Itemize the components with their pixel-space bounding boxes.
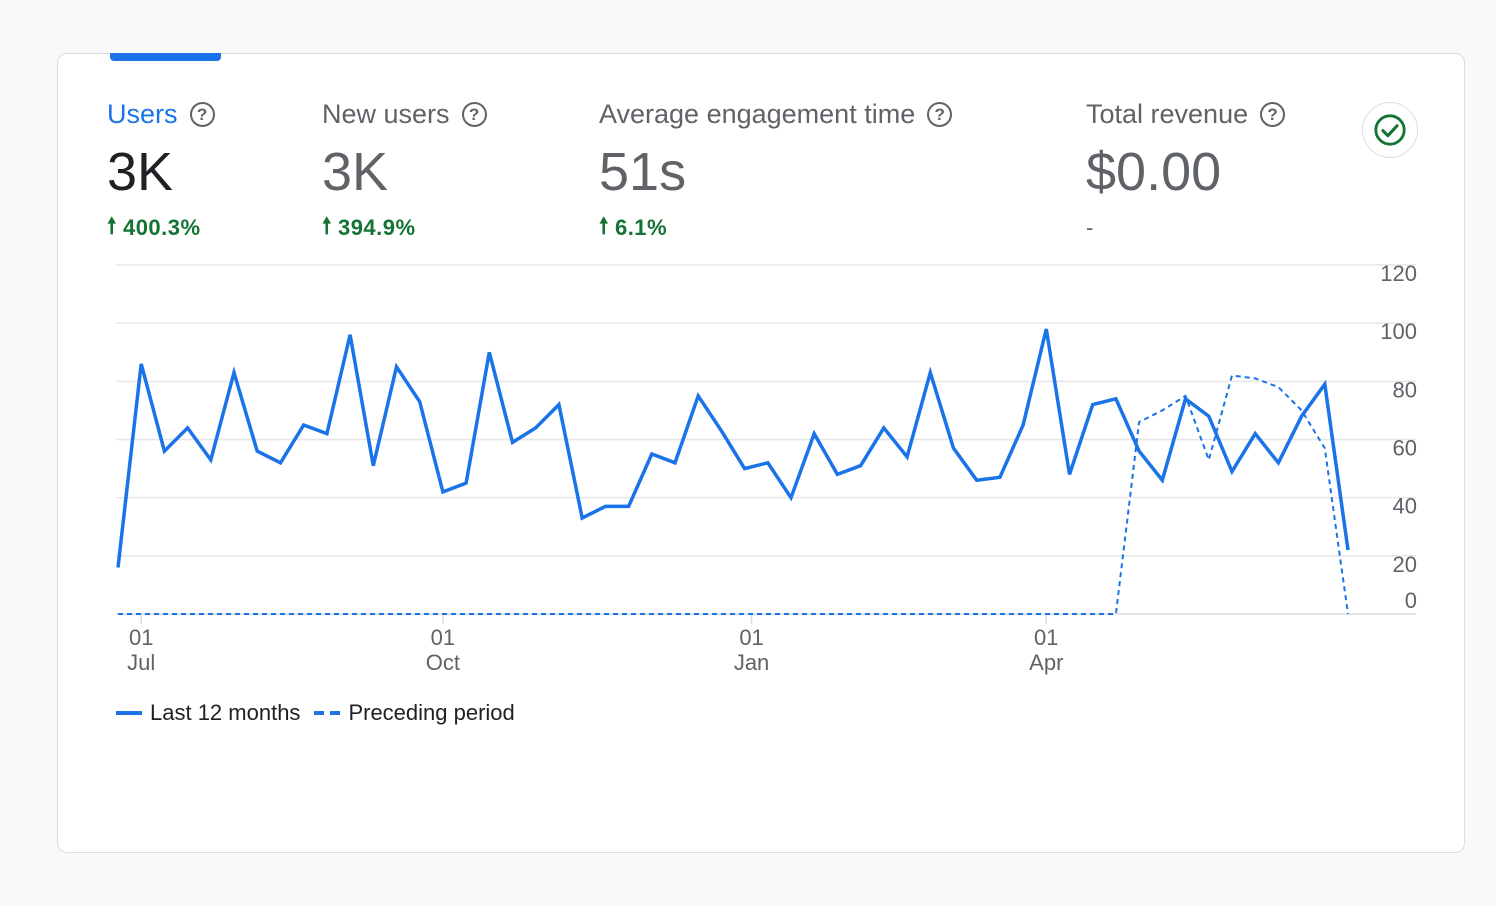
y-tick-label: 40 <box>1393 494 1417 519</box>
metric-change-value: - <box>1086 215 1094 240</box>
metric-tab-new-users[interactable]: New users ? 3K 🠕 394.9% <box>322 96 487 242</box>
legend-label-solid: Last 12 months <box>150 700 301 725</box>
x-tick-month: Jan <box>734 650 769 675</box>
x-tick-day: 01 <box>1034 625 1058 650</box>
metric-change-value: 394.9% <box>337 215 416 240</box>
metric-change: 🠕 394.9% <box>322 213 487 242</box>
check-circle-icon <box>1374 114 1406 146</box>
arrow-up-icon: 🠕 <box>322 213 332 238</box>
chart-legend: Last 12 months Preceding period <box>116 700 529 726</box>
y-tick-label: 20 <box>1393 552 1417 577</box>
metric-tab-average-engagement-time[interactable]: Average engagement time ? 51s 🠕 6.1% <box>599 96 953 242</box>
metric-label: Total revenue <box>1086 98 1249 129</box>
series-line-last-12-months[interactable] <box>116 328 1350 568</box>
legend-item-dashed[interactable]: Preceding period <box>314 700 515 726</box>
metric-value: 51s <box>599 142 687 202</box>
data-quality-status-button[interactable] <box>1362 102 1418 158</box>
x-tick-month: Apr <box>1029 650 1063 675</box>
help-circle-icon[interactable]: ? <box>461 101 487 127</box>
y-tick-label: 60 <box>1393 436 1417 461</box>
arrow-up-icon: 🠕 <box>107 213 117 238</box>
x-tick-month: Jul <box>127 650 155 675</box>
y-tick-label: 0 <box>1405 588 1417 613</box>
metric-change: 🠕 400.3% <box>107 213 215 242</box>
x-tick-day: 01 <box>739 625 763 650</box>
x-tick-day: 01 <box>129 625 153 650</box>
help-circle-icon[interactable]: ? <box>189 101 215 127</box>
metric-value: $0.00 <box>1086 142 1222 202</box>
legend-label-dashed: Preceding period <box>348 700 515 725</box>
metric-value: 3K <box>322 142 389 202</box>
legend-swatch-solid <box>116 711 142 715</box>
users-overview-card <box>57 53 1465 853</box>
legend-swatch-dashed <box>314 711 341 715</box>
metric-tab-users[interactable]: Users ? 3K 🠕 400.3% <box>107 96 215 242</box>
metric-change: 🠕 6.1% <box>599 213 952 242</box>
metric-change-value: 6.1% <box>614 215 668 240</box>
y-tick-label: 80 <box>1393 377 1417 402</box>
metric-label: New users <box>322 98 450 129</box>
series-line-preceding-period[interactable] <box>118 374 1349 615</box>
x-tick-day: 01 <box>431 625 455 650</box>
metric-label: Users <box>107 98 178 129</box>
metric-change: - <box>1086 214 1285 242</box>
x-tick-month: Oct <box>426 650 460 675</box>
metric-change-value: 400.3% <box>122 215 201 240</box>
help-circle-icon[interactable]: ? <box>927 101 953 127</box>
active-tab-indicator <box>110 53 221 61</box>
y-tick-label: 100 <box>1380 319 1417 344</box>
metric-value: 3K <box>107 142 174 202</box>
y-tick-label: 120 <box>1380 261 1417 286</box>
metric-label: Average engagement time <box>599 98 916 129</box>
arrow-up-icon: 🠕 <box>599 213 609 238</box>
legend-item-solid[interactable]: Last 12 months <box>116 700 300 726</box>
metric-tab-total-revenue[interactable]: Total revenue ? $0.00 - <box>1086 96 1286 242</box>
help-circle-icon[interactable]: ? <box>1260 101 1286 127</box>
